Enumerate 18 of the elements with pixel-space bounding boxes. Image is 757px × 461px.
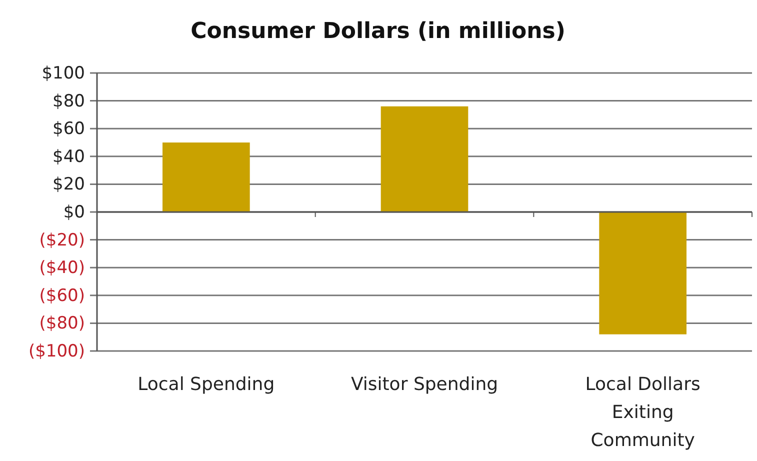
y-tick-label: $80 [52,91,85,112]
y-tick-label: $40 [52,146,85,167]
x-tick-label: Local Spending [138,374,275,395]
y-tick-label: ($100) [28,341,85,362]
chart-title: Consumer Dollars (in millions) [190,19,566,44]
x-tick-label: Local Dollars Exiting Community [585,374,700,451]
x-tick-label: Visitor Spending [350,374,498,395]
bar [380,106,468,212]
bar [599,212,686,334]
y-tick-label: $100 [42,63,85,84]
y-tick-label: ($40) [39,258,85,278]
y-tick-label: ($60) [39,286,85,306]
bar [162,142,250,212]
y-tick-label: $20 [52,174,85,195]
y-tick-label: $60 [52,119,85,140]
y-tick-label: ($80) [39,314,85,334]
y-tick-label: ($20) [39,230,85,250]
y-tick-label: $0 [63,202,85,222]
